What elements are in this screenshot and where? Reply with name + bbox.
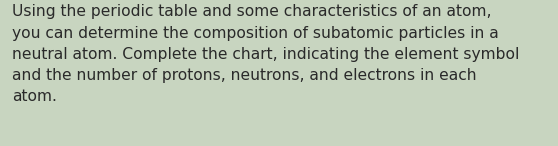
Text: Using the periodic table and some characteristics of an atom,
you can determine : Using the periodic table and some charac… — [12, 4, 519, 104]
